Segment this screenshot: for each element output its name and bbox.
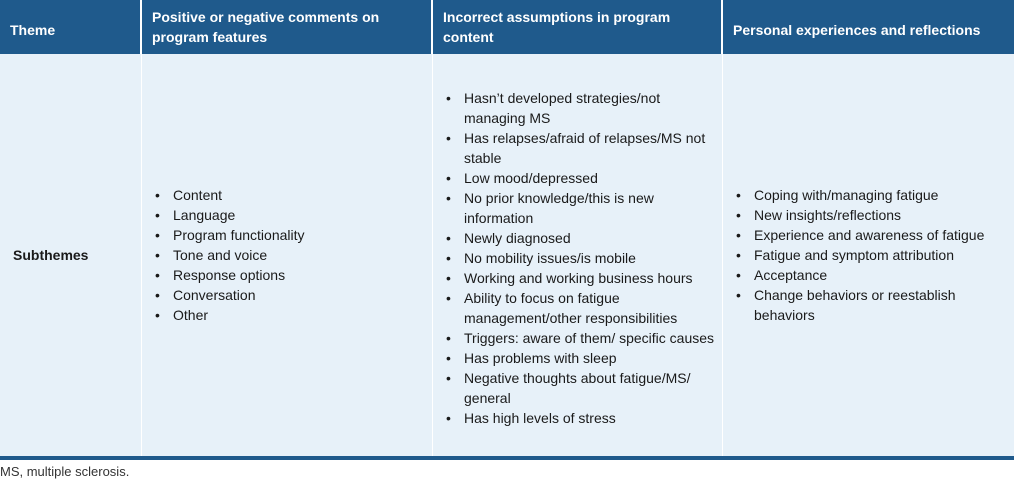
personal-experiences-list: Coping with/managing fatigue New insight… (733, 185, 1014, 325)
list-item: Working and working business hours (443, 268, 722, 288)
table-header-row: Theme Positive or negative comments on p… (0, 0, 1014, 54)
header-incorrect-assumptions: Incorrect assumptions in program content (433, 0, 723, 54)
list-item: Experience and awareness of fatigue (733, 225, 1014, 245)
list-item: Newly diagnosed (443, 228, 722, 248)
header-program-features: Positive or negative comments on program… (142, 0, 433, 54)
list-item: Other (152, 305, 305, 325)
table-bottom-rule (0, 456, 1014, 460)
header-theme: Theme (0, 0, 142, 54)
list-item: No mobility issues/is mobile (443, 248, 722, 268)
incorrect-assumptions-cell: Hasn’t developed strategies/not managing… (433, 54, 723, 456)
list-item: Ability to focus on fatigue management/o… (443, 288, 722, 328)
list-item: Has relapses/afraid of relapses/MS not s… (443, 128, 722, 168)
program-features-list: Content Language Program functionality T… (152, 185, 305, 325)
header-personal-experiences: Personal experiences and reflections (733, 21, 981, 38)
list-item: No prior knowledge/this is new informati… (443, 188, 722, 228)
list-item: Language (152, 205, 305, 225)
list-item: Acceptance (733, 265, 1014, 285)
list-item: Conversation (152, 285, 305, 305)
subthemes-row: Subthemes Content Language Program funct… (0, 54, 1014, 456)
list-item: Triggers: aware of them/ specific causes (443, 328, 722, 348)
themes-table: Theme Positive or negative comments on p… (0, 0, 1014, 456)
list-item: Low mood/depressed (443, 168, 722, 188)
list-item: Content (152, 185, 305, 205)
table-footnote: MS, multiple sclerosis. (0, 464, 130, 479)
list-item: Coping with/managing fatigue (733, 185, 1014, 205)
list-item: Negative thoughts about fatigue/MS/ gene… (443, 368, 722, 408)
list-item: Hasn’t developed strategies/not managing… (443, 88, 722, 128)
list-item: New insights/reflections (733, 205, 1014, 225)
list-item: Program functionality (152, 225, 305, 245)
incorrect-assumptions-list: Hasn’t developed strategies/not managing… (443, 88, 722, 428)
list-item: Change behaviors or reestablish behavior… (733, 285, 1014, 325)
list-item: Response options (152, 265, 305, 285)
list-item: Fatigue and symptom attribution (733, 245, 1014, 265)
program-features-cell: Content Language Program functionality T… (142, 54, 433, 456)
list-item: Tone and voice (152, 245, 305, 265)
row-label-subthemes: Subthemes (0, 54, 142, 456)
list-item: Has high levels of stress (443, 408, 722, 428)
personal-experiences-cell: Coping with/managing fatigue New insight… (723, 54, 1014, 456)
list-item: Has problems with sleep (443, 348, 722, 368)
